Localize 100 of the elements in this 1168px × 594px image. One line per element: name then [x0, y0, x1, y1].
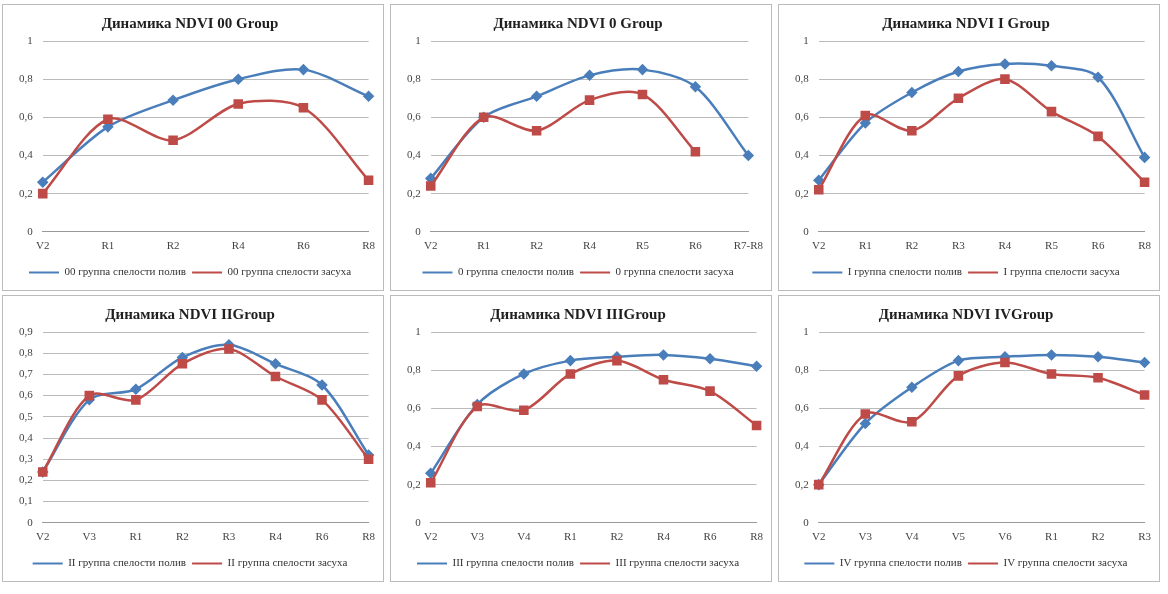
- y-tick-label: 0,2: [795, 186, 809, 199]
- x-tick-label: R7-R8: [733, 239, 764, 252]
- x-tick-label: R1: [129, 530, 143, 543]
- x-tick-label: R1: [477, 239, 491, 252]
- x-tick-label: R2: [610, 530, 624, 543]
- x-tick-label: R1: [1045, 530, 1058, 543]
- x-tick-label: R2: [166, 239, 180, 252]
- legend-label: I группа спелости засуха: [1003, 265, 1120, 278]
- y-tick-label: 0: [27, 224, 34, 237]
- x-tick-label: R2: [530, 239, 544, 252]
- x-tick-label: R4: [657, 530, 671, 543]
- legend-label: 0 группа спелости полив: [457, 265, 575, 278]
- y-tick-label: 0,2: [407, 186, 421, 199]
- y-tick-label: 0,1: [19, 494, 33, 507]
- x-tick-label: R5: [636, 239, 650, 252]
- legend-label: III группа спелости засуха: [615, 556, 740, 569]
- legend-label: IV группа спелости засуха: [1003, 556, 1128, 569]
- legend-label: 00 группа спелости полив: [64, 265, 187, 278]
- y-tick-label: 1: [803, 33, 809, 46]
- chart-title: Динамика NDVI IIIGroup: [490, 305, 666, 322]
- y-tick-label: 0: [803, 224, 810, 237]
- y-tick-label: 0,8: [19, 72, 34, 85]
- y-tick-label: 0,3: [19, 452, 34, 465]
- legend-label: II группа спелости засуха: [227, 556, 348, 569]
- x-tick-label: R8: [750, 530, 764, 543]
- y-tick-label: 0,8: [407, 72, 422, 85]
- x-tick-label: R6: [296, 239, 311, 252]
- y-tick-label: 1: [415, 324, 421, 337]
- x-tick-label: V2: [36, 239, 50, 252]
- x-tick-label: R8: [362, 239, 376, 252]
- x-tick-label: V6: [998, 530, 1013, 543]
- x-tick-label: R2: [905, 239, 919, 252]
- y-tick-label: 0: [803, 515, 810, 528]
- y-tick-label: 0,4: [19, 430, 34, 443]
- x-tick-label: V2: [812, 530, 826, 543]
- y-tick-label: 0,4: [795, 148, 810, 161]
- x-tick-label: R4: [583, 239, 597, 252]
- x-tick-label: V2: [424, 530, 438, 543]
- y-tick-label: 1: [803, 324, 809, 337]
- x-tick-label: R1: [563, 530, 577, 543]
- y-tick-label: 0,7: [19, 367, 34, 380]
- legend-label: 0 группа спелости засуха: [615, 265, 734, 278]
- x-tick-label: V5: [951, 530, 966, 543]
- y-tick-label: 0,2: [795, 477, 809, 490]
- legend-label: IV группа спелости полив: [839, 556, 962, 569]
- x-tick-label: R2: [1091, 530, 1105, 543]
- x-tick-label: R4: [998, 239, 1012, 252]
- y-tick-label: 0,6: [407, 110, 422, 123]
- chart-title: Динамика NDVI IIGroup: [105, 305, 275, 322]
- y-tick-label: 0,5: [19, 409, 34, 422]
- y-tick-label: 1: [27, 33, 33, 46]
- x-tick-label: R2: [175, 530, 189, 543]
- y-tick-label: 0: [415, 515, 422, 528]
- y-tick-label: 0,4: [19, 148, 34, 161]
- x-tick-label: R6: [703, 530, 717, 543]
- y-tick-label: 0,9: [19, 324, 34, 337]
- x-tick-label: V4: [905, 530, 920, 543]
- x-tick-label: R3: [951, 239, 966, 252]
- chart-title: Динамика NDVI 0 Group: [493, 14, 663, 31]
- y-tick-label: 0,6: [407, 401, 422, 414]
- x-tick-label: V2: [424, 239, 438, 252]
- x-tick-label: R6: [315, 530, 329, 543]
- y-tick-label: 0,2: [19, 473, 33, 486]
- chart-title: Динамика NDVI 00 Group: [101, 14, 279, 31]
- x-tick-label: R1: [101, 239, 115, 252]
- x-tick-label: R5: [1045, 239, 1059, 252]
- y-tick-label: 0,2: [407, 477, 421, 490]
- x-tick-label: V4: [517, 530, 532, 543]
- x-tick-label: R6: [1091, 239, 1105, 252]
- y-tick-label: 0,4: [407, 439, 422, 452]
- chart-title: Динамика NDVI I Group: [882, 14, 1050, 31]
- x-tick-label: V2: [36, 530, 50, 543]
- y-tick-label: 0,2: [19, 186, 33, 199]
- x-tick-label: R8: [362, 530, 376, 543]
- y-tick-label: 0,6: [795, 110, 810, 123]
- x-tick-label: V3: [82, 530, 97, 543]
- x-tick-label: R1: [858, 239, 872, 252]
- x-tick-label: R8: [1138, 239, 1152, 252]
- x-tick-label: R3: [222, 530, 236, 543]
- legend-label: I группа спелости полив: [847, 265, 963, 278]
- x-tick-label: R6: [688, 239, 703, 252]
- y-tick-label: 0,8: [795, 363, 810, 376]
- y-tick-label: 0,8: [407, 363, 422, 376]
- y-tick-label: 0,6: [795, 401, 810, 414]
- x-tick-label: R4: [231, 239, 246, 252]
- y-tick-label: 1: [415, 33, 421, 46]
- legend-label: 00 группа спелости засуха: [227, 265, 352, 278]
- y-tick-label: 0: [415, 224, 422, 237]
- x-tick-label: V3: [858, 530, 873, 543]
- y-tick-label: 0,4: [795, 439, 810, 452]
- x-tick-label: R3: [1138, 530, 1152, 543]
- y-tick-label: 0: [27, 515, 34, 528]
- y-tick-label: 0,8: [795, 72, 810, 85]
- x-tick-label: V3: [470, 530, 485, 543]
- legend-label: II группа спелости полив: [68, 556, 187, 569]
- y-tick-label: 0,8: [19, 346, 34, 359]
- y-tick-label: 0,6: [19, 110, 34, 123]
- y-tick-label: 0,6: [19, 388, 34, 401]
- y-tick-label: 0,4: [407, 148, 422, 161]
- chart-title: Динамика NDVI IVGroup: [878, 305, 1054, 322]
